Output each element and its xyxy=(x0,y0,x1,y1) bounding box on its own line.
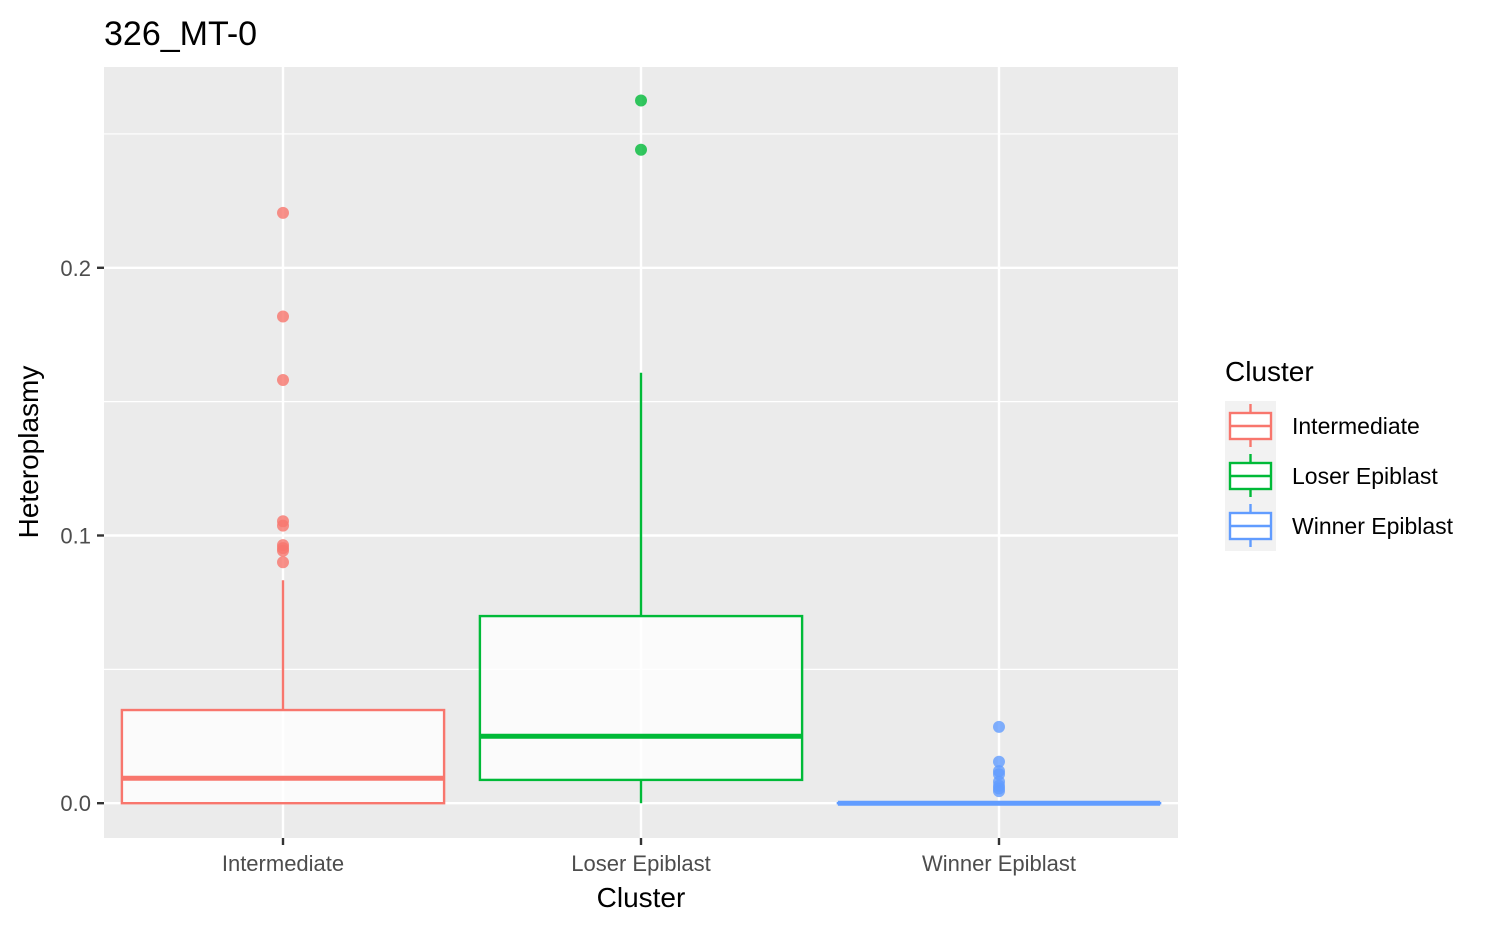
box-loser-epiblast xyxy=(478,372,804,804)
y-axis-title: Heteroplasmy xyxy=(13,366,44,539)
legend-label: Loser Epiblast xyxy=(1292,463,1438,489)
box-iqr xyxy=(120,708,446,805)
legend-entry-winner-epiblast: Winner Epiblast xyxy=(1225,501,1454,551)
legend-entry-loser-epiblast: Loser Epiblast xyxy=(1225,451,1438,501)
outlier-point xyxy=(277,310,289,323)
chart-title: 326_MT-0 xyxy=(104,15,257,53)
legend-label: Winner Epiblast xyxy=(1292,513,1454,539)
x-tick-label: Intermediate xyxy=(222,851,344,876)
outlier-point xyxy=(277,373,289,386)
box-intermediate xyxy=(120,580,446,805)
tick-labels: 0.0 0.1 0.2 Intermediate Loser Epiblast Winne… xyxy=(60,256,1076,876)
legend-title: Cluster xyxy=(1225,356,1314,387)
y-tick-label: 0.2 xyxy=(60,256,91,281)
y-tick-label: 0.0 xyxy=(60,791,91,816)
outlier-point xyxy=(277,206,289,219)
outlier-point xyxy=(993,720,1005,733)
legend: Cluster Intermediate Loser Epiblast Winner… xyxy=(1225,356,1454,551)
box-iqr xyxy=(478,614,804,782)
legend-entries: Intermediate Loser Epiblast Winner Epiblas… xyxy=(1225,401,1454,551)
outlier-point xyxy=(277,556,289,569)
outlier-point xyxy=(993,785,1005,798)
outlier-point xyxy=(277,544,289,557)
x-tick-label: Loser Epiblast xyxy=(571,851,710,876)
outlier-point xyxy=(635,143,647,156)
outlier-point xyxy=(635,94,647,107)
y-tick-label: 0.1 xyxy=(60,523,91,548)
x-tick-label: Winner Epiblast xyxy=(922,851,1076,876)
legend-label: Intermediate xyxy=(1292,413,1420,439)
outlier-point xyxy=(277,519,289,532)
legend-entry-intermediate: Intermediate xyxy=(1225,401,1420,451)
outlier-point xyxy=(993,755,1005,768)
boxes xyxy=(120,372,1162,806)
x-axis-title: Cluster xyxy=(597,882,686,913)
axis-ticks xyxy=(97,266,1001,845)
outlier-points xyxy=(277,94,1005,798)
